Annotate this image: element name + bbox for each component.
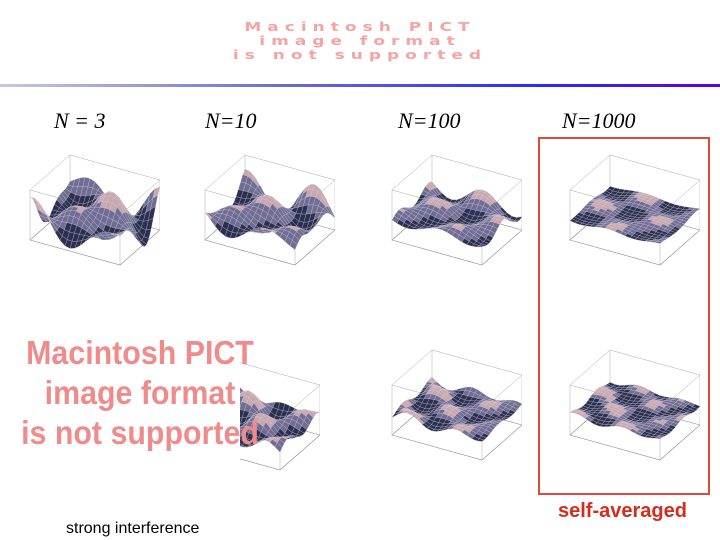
surface-patch (476, 438, 485, 442)
surface-plot-n100-bottom (372, 345, 523, 485)
surface-patch (274, 442, 283, 453)
pict-left-line-1: Macintosh PICT (26, 334, 254, 371)
caption-strong-interference: strong interference (66, 520, 200, 537)
surface-plot-graphic (569, 349, 701, 461)
pict-left-line-3: is not supported (21, 414, 259, 451)
surface-plot-graphic (29, 154, 161, 266)
surface-plot-graphic (391, 154, 523, 266)
surface-patch (476, 245, 485, 248)
surface-patch (114, 233, 123, 237)
column-label-n100: N=100 (398, 108, 461, 133)
self-averaged-highlight-frame (538, 137, 710, 495)
surface-plot-graphic (569, 154, 701, 266)
column-label-n1000: N=1000 (562, 108, 636, 133)
caption-self-averaged: self-averaged (558, 500, 687, 522)
pict-placeholder-left: Macintosh PICT image format is not suppo… (0, 333, 280, 468)
pict-top-line-2: image format (259, 33, 461, 49)
surface-plot-n1000-bottom (550, 345, 701, 485)
surface-plot-n1000-top (550, 150, 701, 290)
pict-top-line-3: is not supported (232, 47, 488, 63)
surface-plot-n3-top (10, 150, 161, 290)
surface-plot-graphic (391, 349, 523, 461)
pict-top-line-1: Macintosh PICT (244, 19, 476, 35)
surface-plot-n10-top (185, 150, 336, 290)
surface-plot-graphic (204, 154, 336, 266)
pict-left-line-2: image format (44, 374, 236, 411)
column-label-n3: N = 3 (54, 108, 106, 133)
column-label-n10: N=10 (205, 108, 257, 133)
pict-placeholder-top: Macintosh PICT image format is not suppo… (70, 18, 650, 66)
surface-patch (654, 240, 663, 244)
surface-plot-n100-top (372, 150, 523, 290)
surface-patch (654, 436, 663, 440)
header-divider (0, 84, 720, 87)
surface-patch (289, 240, 298, 250)
